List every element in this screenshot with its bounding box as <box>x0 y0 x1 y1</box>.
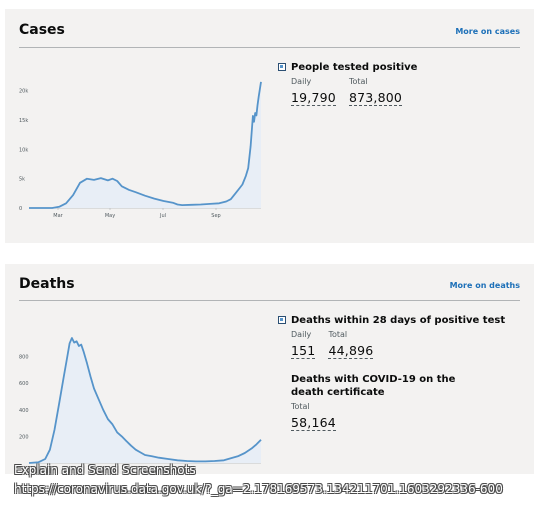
daily-label: Daily <box>291 77 312 86</box>
cases-total: Total 873,800 <box>348 77 403 106</box>
chart-legend-icon <box>278 63 286 71</box>
total-label: Total <box>328 330 348 339</box>
deaths-28-values: Daily 151 Total 44,896 <box>278 330 528 359</box>
deaths-metrics: Deaths within 28 days of positive test D… <box>278 314 528 431</box>
cases-card: Cases More on cases 0 5k 10k 15k 20k Mar May Ju… <box>5 9 534 243</box>
death-certificate-values: Total 58,164 <box>278 402 528 431</box>
cases-divider <box>19 47 520 48</box>
chart-legend-icon <box>278 316 286 324</box>
cases-y-tick-label: 0 <box>19 206 22 212</box>
deaths-y-tick-label: 200 <box>19 434 29 440</box>
cases-values: Daily 19,790 Total 873,800 <box>278 77 528 106</box>
cases-y-tick-label: 5k <box>19 177 25 183</box>
total-value[interactable]: 44,896 <box>328 343 374 359</box>
cases-title: Cases <box>19 22 65 38</box>
daily-value[interactable]: 19,790 <box>291 90 336 106</box>
cases-y-tick-label: 15k <box>19 118 28 124</box>
cases-y-tick-label: 10k <box>19 147 28 153</box>
people-tested-positive-heading: People tested positive <box>278 61 528 74</box>
death-certificate-heading: Deaths with COVID-19 on the death certif… <box>291 374 456 398</box>
deaths-series-line <box>28 337 262 464</box>
cases-series-area <box>29 81 261 208</box>
cases-metrics: People tested positive Daily 19,790 Tota… <box>278 61 528 106</box>
deaths-28-days-heading: Deaths within 28 days of positive test <box>278 314 528 327</box>
deaths-total: Total 44,896 <box>328 330 374 359</box>
deaths-chart: 200 400 600 800 <box>19 337 262 464</box>
total-value[interactable]: 873,800 <box>348 90 403 106</box>
total-label: Total <box>291 402 310 411</box>
cases-x-tick-label: Jul <box>159 213 166 219</box>
total-value[interactable]: 58,164 <box>291 415 336 431</box>
deaths-divider <box>19 300 520 301</box>
death-certificate-total: Total 58,164 <box>291 402 336 431</box>
page-url-text: https://coronavirus.data.gov.uk/?_ga=2.1… <box>14 482 503 496</box>
deaths-title: Deaths <box>19 276 75 292</box>
cases-x-tick-label: Sep <box>211 213 220 219</box>
deaths-y-tick-label: 400 <box>19 408 29 414</box>
cases-daily: Daily 19,790 <box>291 77 336 106</box>
more-on-cases-link[interactable]: More on cases <box>455 27 520 36</box>
daily-value[interactable]: 151 <box>291 343 316 359</box>
metric-heading-text: Deaths within 28 days of positive test <box>291 315 506 326</box>
metric-heading-text: People tested positive <box>291 62 418 73</box>
total-label: Total <box>348 77 368 86</box>
cases-chart: 0 5k 10k 15k 20k Mar May Jul Sep <box>19 81 262 219</box>
deaths-y-tick-label: 600 <box>19 381 29 387</box>
cases-y-tick-label: 20k <box>19 89 28 95</box>
cases-x-tick-label: May <box>105 213 115 219</box>
deaths-daily: Daily 151 <box>291 330 316 359</box>
cases-series-line <box>29 81 262 209</box>
daily-label: Daily <box>291 330 312 339</box>
more-on-deaths-link[interactable]: More on deaths <box>449 281 520 290</box>
cases-x-tick-label: Mar <box>53 213 63 219</box>
deaths-series-area <box>29 338 261 463</box>
deaths-y-tick-label: 800 <box>19 355 29 361</box>
screenshot-tool-label: Explain and Send Screenshots <box>14 463 196 477</box>
deaths-card: Deaths More on deaths 200 400 600 800 Death… <box>5 264 534 474</box>
